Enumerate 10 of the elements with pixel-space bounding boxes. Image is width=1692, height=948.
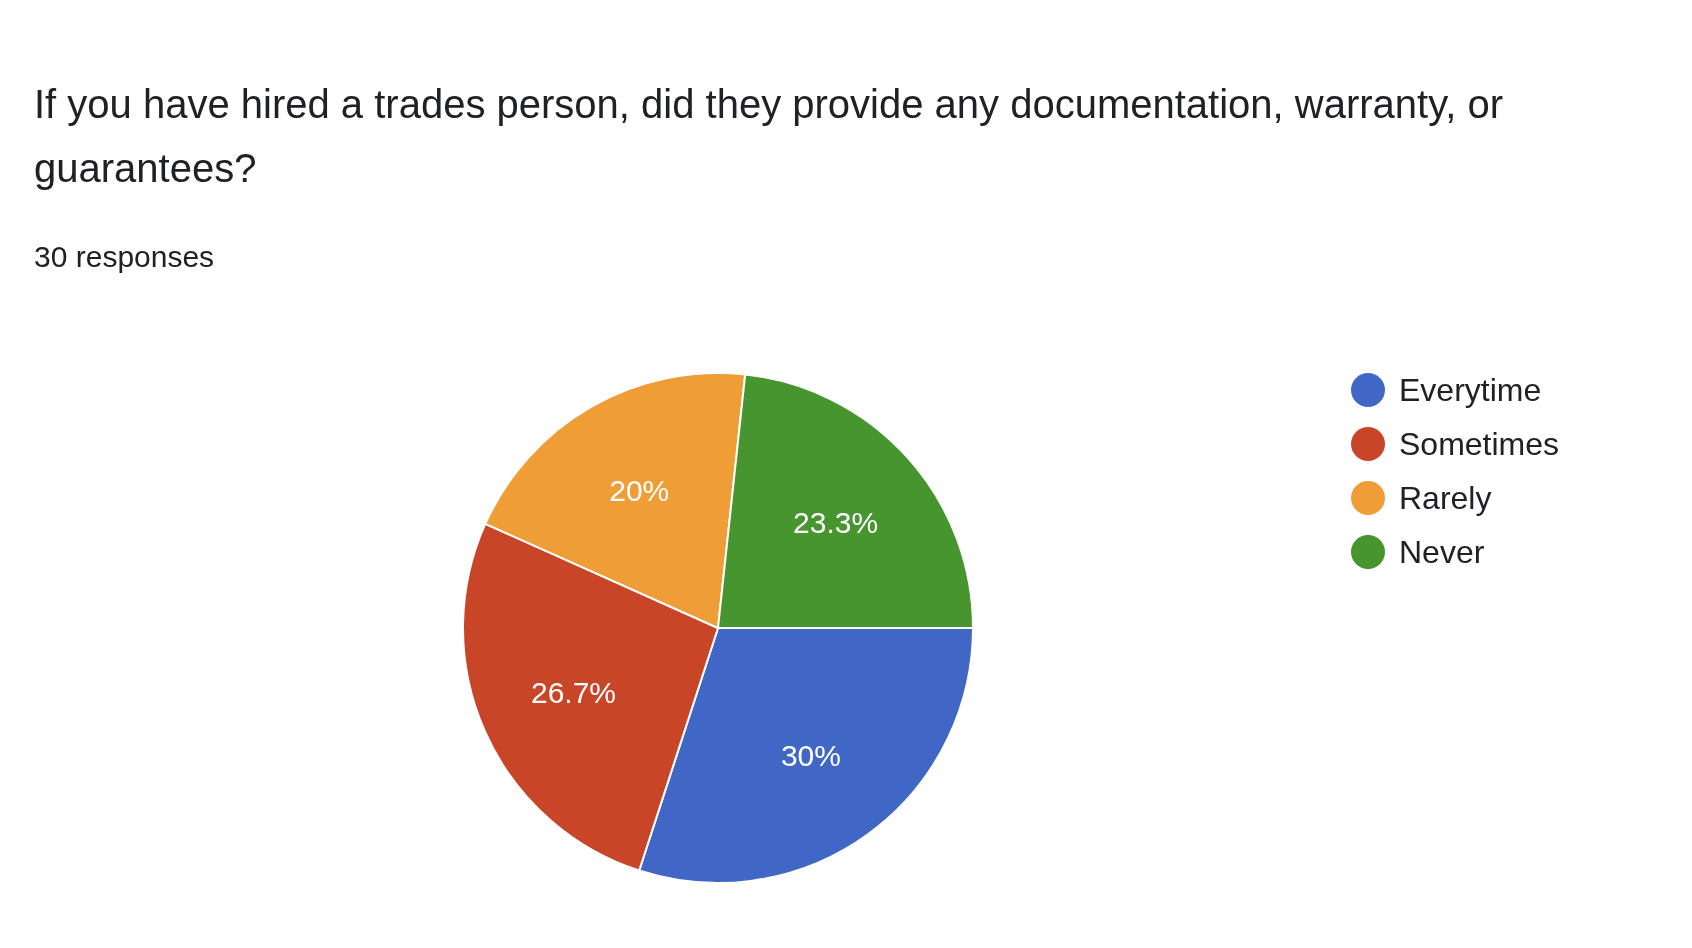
data-label: 30% [780, 739, 841, 773]
text: 30 responses [34, 240, 215, 273]
legend-label: Sometimes [1399, 426, 1560, 462]
legend-label: Everytime [1399, 372, 1542, 408]
legend-label: Rarely [1399, 480, 1492, 516]
data-label: 20% [609, 474, 670, 508]
data-label: 26.7% [530, 675, 617, 709]
chart-title: If you have hired a trades person, did they provide any documentation, warranty, or guarantees? [34, 82, 1503, 190]
data-label: 23.3% [793, 505, 879, 539]
legend-label: Never [1399, 534, 1485, 570]
